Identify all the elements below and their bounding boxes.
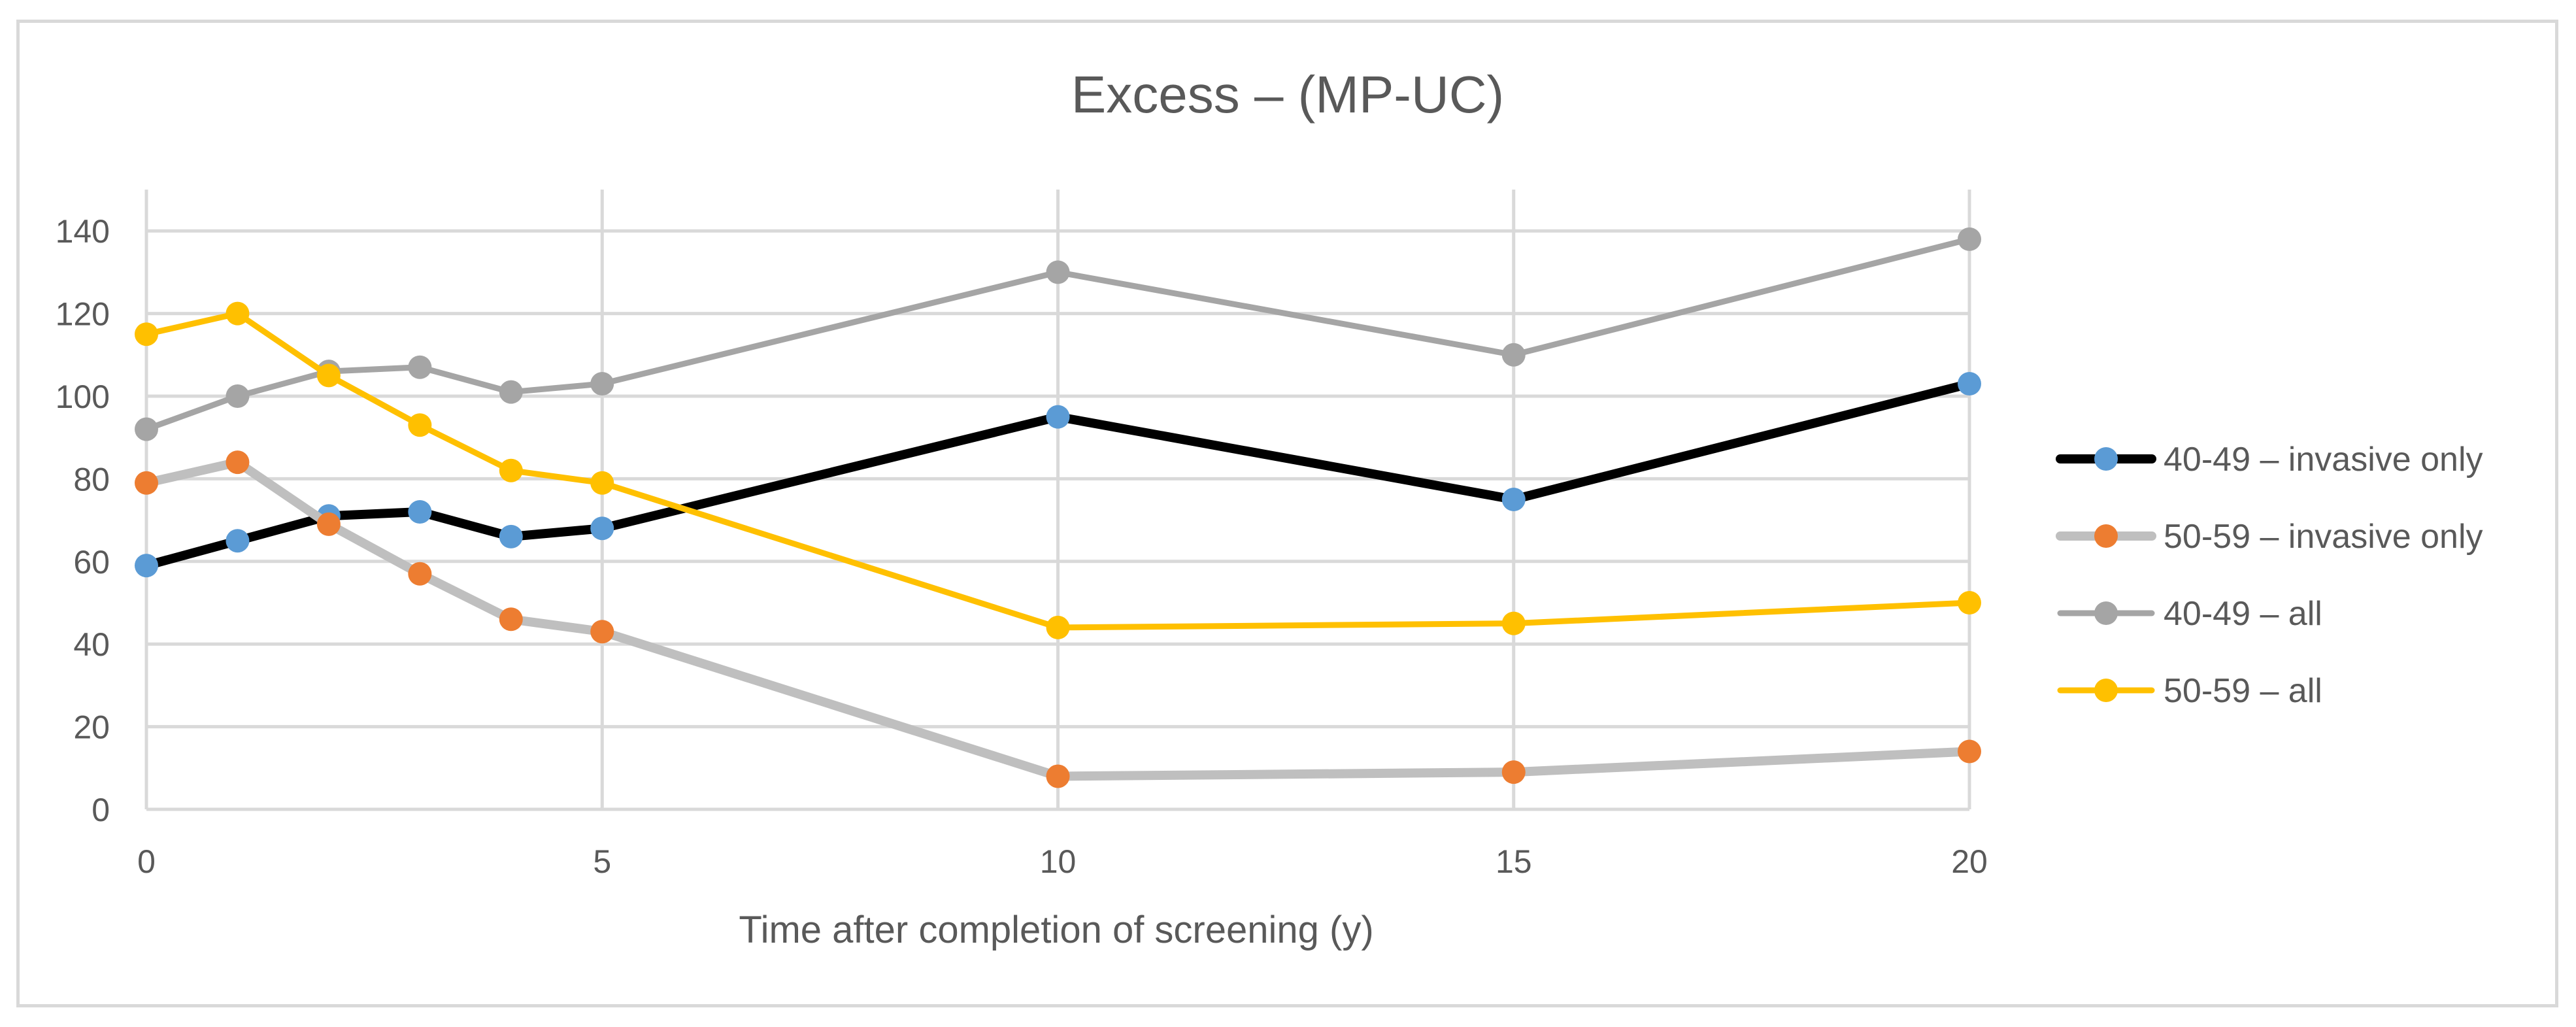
y-tick-label-80: 80 xyxy=(73,461,110,497)
x-tick-label-20: 20 xyxy=(1951,843,1988,880)
series-4-point-7 xyxy=(1501,611,1526,635)
series-2-point-7 xyxy=(1501,760,1526,784)
legend-marker-4 xyxy=(2094,679,2118,702)
y-tick-label-20: 20 xyxy=(73,709,110,746)
legend-label-2: 50-59 – invasive only xyxy=(2164,518,2483,556)
series-3-point-0 xyxy=(135,417,158,441)
series-1-point-7 xyxy=(1501,488,1526,511)
legend-marker-1 xyxy=(2094,447,2118,471)
series-2-point-0 xyxy=(135,471,158,495)
legend-item-3: 40-49 – all xyxy=(2057,595,2322,633)
x-tick-label-10: 10 xyxy=(1040,843,1077,880)
series-4-point-3 xyxy=(408,413,432,437)
x-tick-label-15: 15 xyxy=(1496,843,1532,880)
legend-item-4: 50-59 – all xyxy=(2057,672,2322,710)
y-tick-label-120: 120 xyxy=(56,296,110,333)
series-1-point-0 xyxy=(135,554,158,578)
series-4-point-0 xyxy=(135,322,158,346)
series-2-point-1 xyxy=(226,450,250,475)
legend-item-2: 50-59 – invasive only xyxy=(2056,518,2483,556)
series-4-point-4 xyxy=(499,458,523,482)
series-1-point-4 xyxy=(499,524,523,548)
series-4-point-1 xyxy=(226,301,250,326)
series-1-point-1 xyxy=(226,529,250,553)
legend-marker-2 xyxy=(2094,524,2118,548)
series-2-point-2 xyxy=(316,512,341,536)
series-2-point-6 xyxy=(1046,764,1070,788)
y-tick-label-60: 60 xyxy=(73,544,110,581)
series-4-point-5 xyxy=(590,471,614,495)
series-lines xyxy=(135,227,1981,788)
legend-item-1: 40-49 – invasive only xyxy=(2056,441,2483,479)
series-2-point-4 xyxy=(499,607,523,631)
series-2 xyxy=(135,450,1981,788)
y-tick-label-0: 0 xyxy=(92,792,110,828)
series-2-point-5 xyxy=(590,620,614,644)
series-4 xyxy=(135,301,1981,639)
series-4-point-6 xyxy=(1046,615,1070,639)
series-4-point-8 xyxy=(1958,591,1981,615)
series-3 xyxy=(135,227,1981,441)
series-1-point-8 xyxy=(1958,372,1981,396)
series-3-point-4 xyxy=(499,380,523,404)
series-3-point-5 xyxy=(590,372,614,396)
legend: 40-49 – invasive only 50-59 – invasive on… xyxy=(2056,441,2483,710)
x-axis-title: Time after completion of screening (y) xyxy=(739,909,1373,951)
series-3-point-7 xyxy=(1501,343,1526,367)
series-3-point-1 xyxy=(226,384,250,408)
series-1-point-3 xyxy=(408,499,432,524)
series-3-point-8 xyxy=(1958,227,1981,251)
series-2-point-8 xyxy=(1958,739,1981,764)
y-tick-label-140: 140 xyxy=(56,213,110,250)
series-4-point-2 xyxy=(316,363,341,388)
series-1-point-5 xyxy=(590,516,614,541)
series-3-point-3 xyxy=(408,355,432,379)
legend-marker-3 xyxy=(2094,601,2118,625)
chart-title: Excess – (MP-UC) xyxy=(1071,65,1504,124)
x-tick-label-5: 5 xyxy=(593,843,611,880)
series-3-point-6 xyxy=(1046,260,1070,284)
x-tick-label-0: 0 xyxy=(137,843,156,880)
legend-label-4: 50-59 – all xyxy=(2164,672,2322,710)
series-2-point-3 xyxy=(408,562,432,586)
legend-label-1: 40-49 – invasive only xyxy=(2164,441,2483,479)
series-1-point-6 xyxy=(1046,405,1070,429)
legend-label-3: 40-49 – all xyxy=(2164,595,2322,633)
tick-labels: 0 20 40 60 80 100 120 140 0 5 10 15 20 xyxy=(56,213,1988,880)
y-tick-label-40: 40 xyxy=(73,626,110,663)
y-tick-label-100: 100 xyxy=(56,379,110,415)
